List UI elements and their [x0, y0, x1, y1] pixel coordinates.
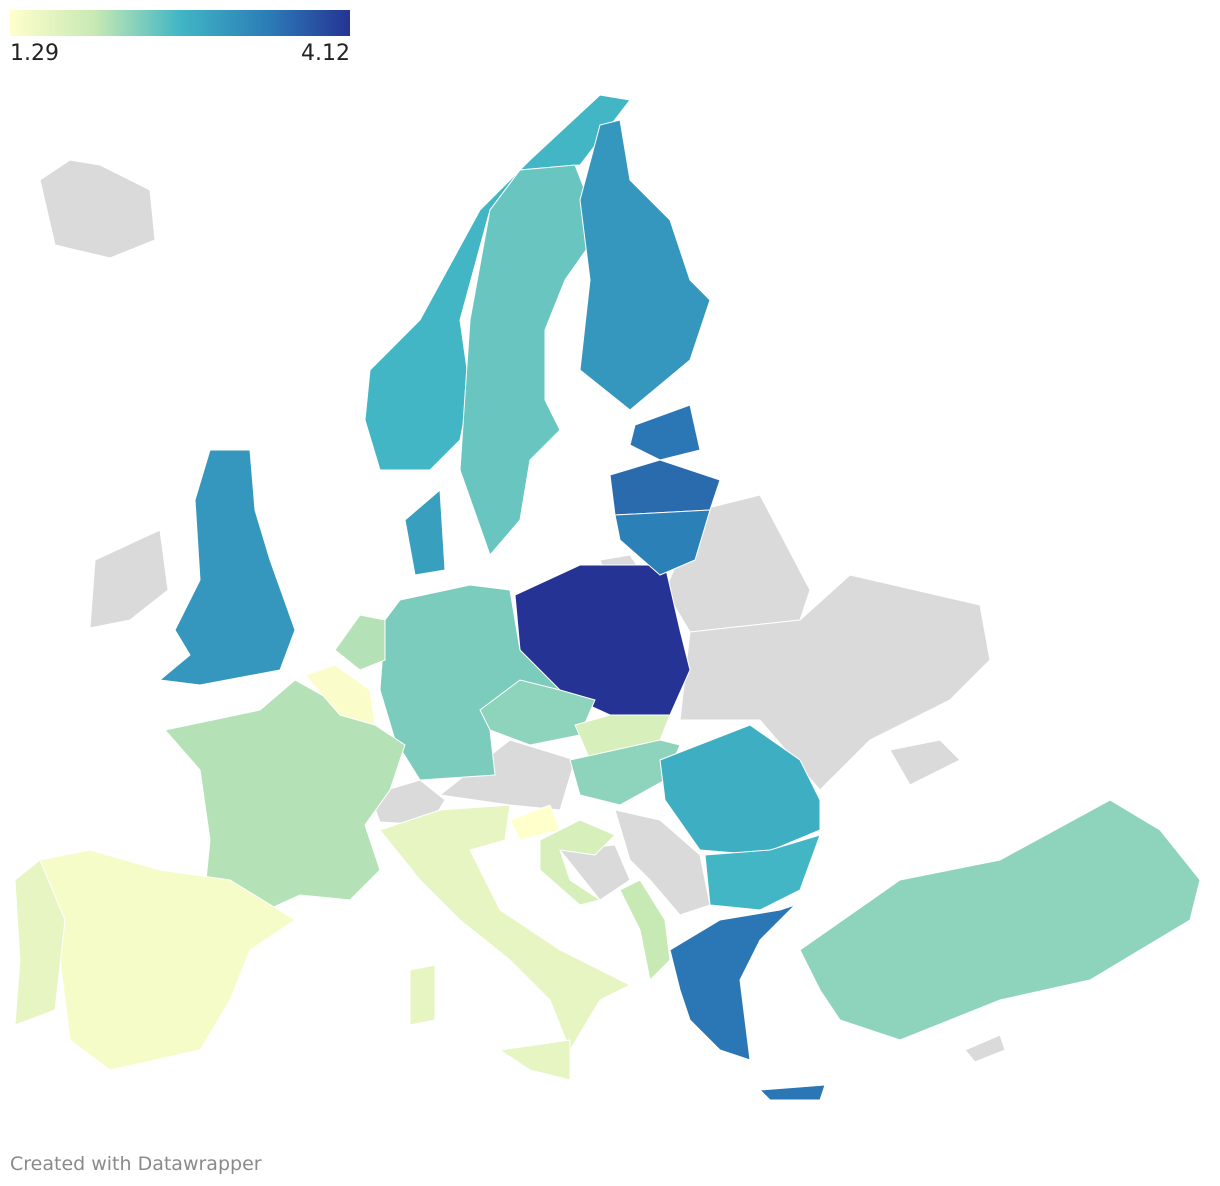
no-data-region	[89, 529, 169, 629]
region	[404, 488, 446, 576]
regions	[14, 94, 1201, 1101]
footer: Created with Datawrapper	[10, 1153, 262, 1175]
region	[539, 819, 616, 906]
legend-max: 4.12	[301, 41, 350, 66]
legend-min: 1.29	[10, 41, 59, 66]
region	[669, 904, 796, 1061]
region	[704, 834, 821, 911]
no-data-region	[39, 159, 156, 259]
region	[164, 679, 406, 921]
region	[579, 119, 711, 411]
region	[574, 714, 671, 761]
region	[334, 614, 386, 671]
no-data-region	[679, 574, 991, 791]
region	[304, 664, 376, 726]
region	[39, 849, 296, 1071]
no-data-region	[438, 739, 576, 811]
region	[479, 679, 596, 746]
region	[619, 879, 671, 982]
region	[659, 724, 821, 856]
region	[158, 449, 296, 686]
no-data-region	[889, 739, 961, 786]
region	[14, 859, 66, 1026]
region	[459, 164, 601, 556]
no-data-regions	[39, 159, 1006, 1063]
no-data-region	[964, 1034, 1006, 1063]
region	[758, 1084, 826, 1101]
legend-gradient	[10, 10, 350, 36]
region	[379, 584, 561, 781]
region	[409, 964, 436, 1026]
region	[379, 804, 632, 1052]
region	[614, 509, 711, 576]
region	[629, 404, 701, 461]
region	[799, 799, 1201, 1041]
region	[609, 459, 721, 516]
no-data-region	[614, 809, 711, 916]
region	[498, 1039, 571, 1081]
